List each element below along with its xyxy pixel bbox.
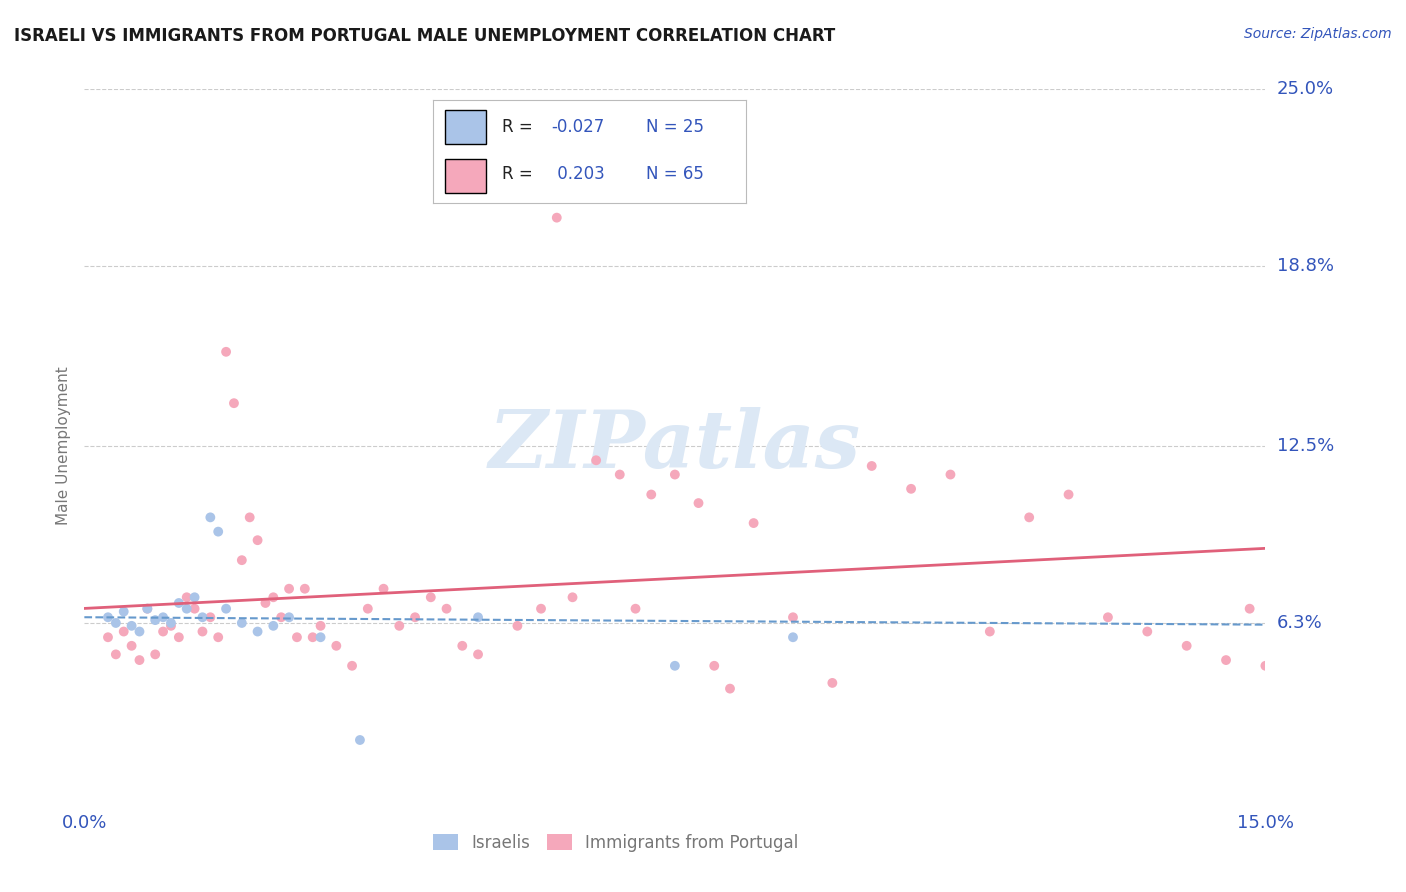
Point (183, 591, 205, 605)
Point (121, 619, 143, 633)
Point (152, 610, 174, 624)
Point (278, 582, 301, 596)
Point (1175, 639, 1198, 653)
Point (1239, 601, 1261, 615)
Y-axis label: Male Unemployment: Male Unemployment (56, 367, 72, 525)
Point (742, 516, 765, 530)
Point (530, 601, 553, 615)
Point (1018, 510, 1040, 524)
Point (278, 610, 301, 624)
Point (782, 610, 804, 624)
Point (404, 610, 426, 624)
Point (176, 601, 198, 615)
Point (270, 610, 292, 624)
Point (176, 591, 198, 605)
Point (104, 648, 127, 662)
Point (467, 648, 489, 662)
Text: ZIPatlas: ZIPatlas (489, 408, 860, 484)
Point (97, 630, 120, 644)
Point (191, 624, 214, 639)
Point (436, 601, 458, 615)
Point (939, 467, 962, 482)
Point (167, 630, 190, 644)
Point (664, 658, 686, 673)
Point (373, 582, 395, 596)
Point (262, 591, 284, 605)
Point (419, 591, 441, 605)
Point (900, 482, 922, 496)
Point (285, 630, 308, 644)
Point (585, 453, 607, 467)
Text: 12.5%: 12.5% (1277, 437, 1334, 455)
Point (160, 615, 183, 630)
Point (609, 467, 631, 482)
Point (222, 396, 245, 410)
Point (718, 681, 741, 696)
Point (349, 733, 371, 747)
Point (467, 610, 489, 624)
Point (246, 624, 269, 639)
Point (546, 211, 568, 225)
Point (301, 630, 323, 644)
Point (183, 601, 205, 615)
Point (191, 610, 214, 624)
Point (104, 615, 127, 630)
Point (167, 596, 190, 610)
Point (128, 624, 150, 639)
Point (561, 591, 583, 605)
Point (215, 344, 238, 359)
Point (97, 610, 120, 624)
Point (160, 619, 183, 633)
Point (112, 605, 135, 619)
Point (821, 676, 844, 690)
Point (136, 601, 159, 615)
Point (640, 487, 662, 501)
Point (136, 601, 159, 615)
Point (451, 639, 474, 653)
Point (703, 658, 725, 673)
Legend: Israelis, Immigrants from Portugal: Israelis, Immigrants from Portugal (426, 828, 806, 859)
Point (112, 624, 135, 639)
Text: 25.0%: 25.0% (1277, 80, 1334, 98)
Point (624, 601, 647, 615)
Point (979, 624, 1001, 639)
Point (200, 610, 222, 624)
Point (1254, 658, 1277, 673)
Point (207, 524, 229, 539)
Point (1057, 487, 1080, 501)
Point (325, 639, 347, 653)
Point (294, 582, 316, 596)
Text: ISRAELI VS IMMIGRANTS FROM PORTUGAL MALE UNEMPLOYMENT CORRELATION CHART: ISRAELI VS IMMIGRANTS FROM PORTUGAL MALE… (14, 27, 835, 45)
Point (152, 624, 174, 639)
Point (357, 601, 380, 615)
Point (1215, 653, 1237, 667)
Point (121, 639, 143, 653)
Point (231, 553, 253, 567)
Point (860, 458, 883, 473)
Text: Source: ZipAtlas.com: Source: ZipAtlas.com (1244, 27, 1392, 41)
Point (1136, 624, 1159, 639)
Point (688, 496, 710, 510)
Point (207, 630, 229, 644)
Text: 18.8%: 18.8% (1277, 257, 1333, 275)
Point (388, 619, 411, 633)
Point (143, 613, 166, 627)
Point (309, 630, 332, 644)
Point (239, 510, 262, 524)
Point (200, 510, 222, 524)
Text: 6.3%: 6.3% (1277, 614, 1322, 632)
Point (215, 601, 238, 615)
Point (664, 467, 686, 482)
Point (143, 648, 166, 662)
Point (506, 619, 529, 633)
Point (128, 653, 150, 667)
Point (1097, 610, 1119, 624)
Point (309, 619, 332, 633)
Point (262, 619, 284, 633)
Point (231, 615, 253, 630)
Point (246, 533, 269, 548)
Point (254, 596, 277, 610)
Point (782, 630, 804, 644)
Point (340, 658, 363, 673)
